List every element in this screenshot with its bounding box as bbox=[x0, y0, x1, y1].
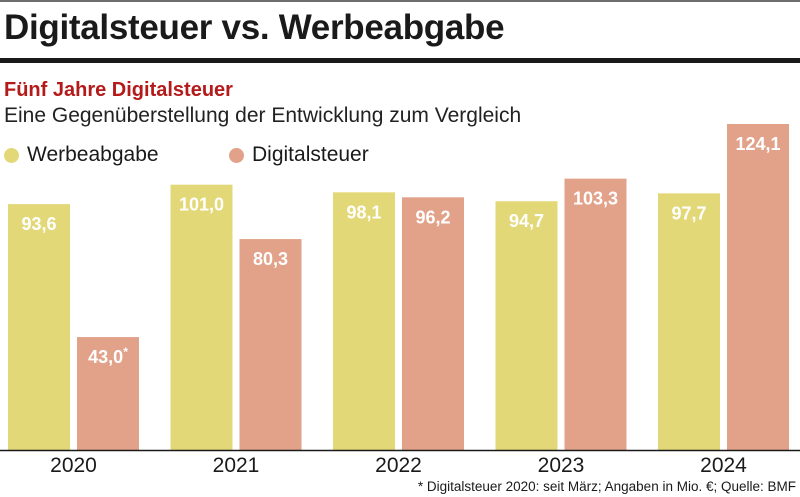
bar-werbeabgabe-2024 bbox=[658, 193, 720, 450]
x-tick-label-2020: 2020 bbox=[50, 454, 97, 477]
bar-label-digitalsteuer-2022: 96,2 bbox=[415, 207, 450, 227]
x-tick-label-2024: 2024 bbox=[700, 454, 747, 477]
chart-subtitle: Fünf Jahre Digitalsteuer bbox=[4, 79, 233, 101]
x-tick-label-2021: 2021 bbox=[213, 454, 260, 477]
bar-label-werbeabgabe-2022: 98,1 bbox=[346, 202, 381, 222]
bar-label-werbeabgabe-2021: 101,0 bbox=[179, 195, 224, 215]
bar-werbeabgabe-2023 bbox=[495, 201, 558, 450]
bar-digitalsteuer-2023 bbox=[564, 178, 627, 450]
top-rule bbox=[0, 0, 800, 2]
chart-title: Digitalsteuer vs. Werbeabgabe bbox=[4, 8, 505, 47]
x-tick-label-2023: 2023 bbox=[538, 454, 585, 477]
legend-label-digitalsteuer: Digitalsteuer bbox=[252, 143, 369, 166]
bar-label-werbeabgabe-2020: 93,6 bbox=[21, 214, 56, 234]
legend-dot-werbeabgabe bbox=[4, 147, 19, 163]
chart-footnote: * Digitalsteuer 2020: seit März; Angaben… bbox=[417, 479, 796, 494]
bar-werbeabgabe-2022 bbox=[333, 192, 395, 451]
legend-label-werbeabgabe: Werbeabgabe bbox=[27, 143, 159, 166]
bar-label-digitalsteuer-2020: 43,0* bbox=[88, 345, 128, 367]
bar-label-digitalsteuer-2021: 80,3 bbox=[253, 249, 288, 269]
x-tick-label-2022: 2022 bbox=[375, 454, 422, 477]
legend-item-werbeabgabe: Werbeabgabe bbox=[4, 143, 159, 167]
bar-label-werbeabgabe-2023: 94,7 bbox=[509, 211, 544, 231]
legend-item-digitalsteuer: Digitalsteuer bbox=[229, 143, 369, 167]
legend-dot-digitalsteuer bbox=[229, 147, 244, 163]
bar-werbeabgabe-2021 bbox=[170, 184, 233, 450]
bar-digitalsteuer-2022 bbox=[402, 197, 464, 450]
bar-digitalsteuer-2024 bbox=[727, 124, 789, 450]
bar-digitalsteuer-2021 bbox=[239, 239, 302, 450]
bar-werbeabgabe-2020 bbox=[8, 204, 70, 450]
bar-digitalsteuer-2020 bbox=[77, 337, 139, 450]
bar-label-digitalsteuer-2023: 103,3 bbox=[573, 189, 618, 209]
bar-label-digitalsteuer-2024: 124,1 bbox=[735, 134, 780, 154]
bar-label-werbeabgabe-2024: 97,7 bbox=[671, 203, 706, 223]
chart-description: Eine Gegenüberstellung der Entwicklung z… bbox=[4, 104, 522, 127]
title-divider bbox=[0, 58, 800, 63]
